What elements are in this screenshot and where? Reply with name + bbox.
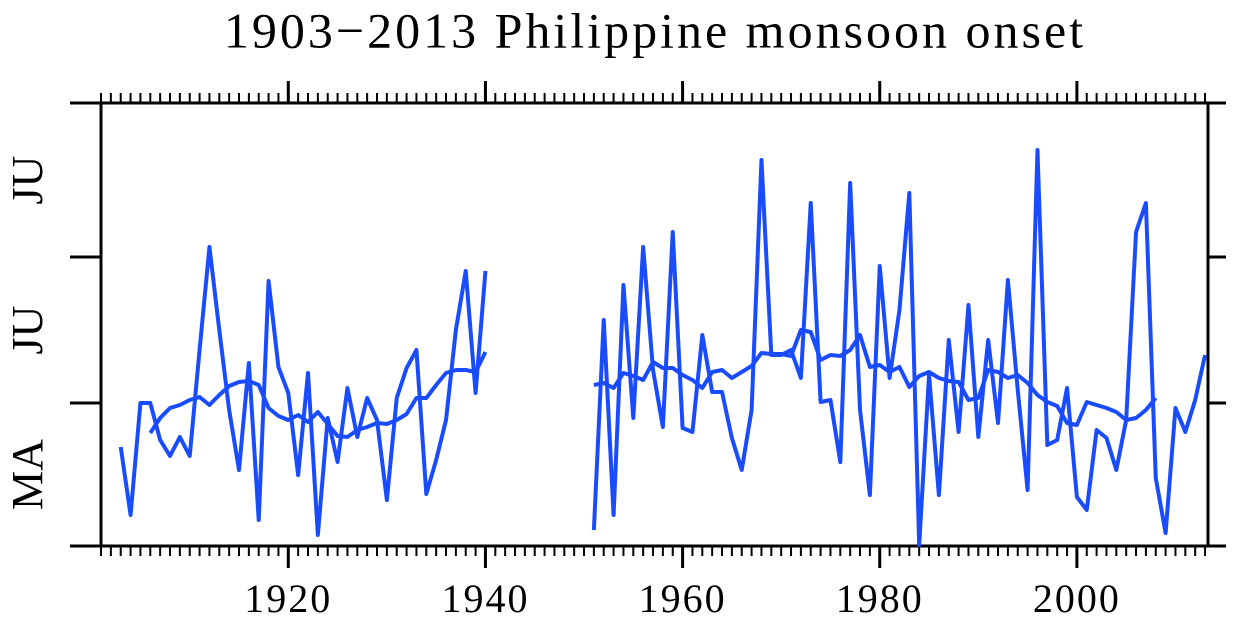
- chart-title: 1903−2013 Philippine monsoon onset: [224, 2, 1086, 58]
- y-band-label: JU: [3, 306, 52, 355]
- x-tick-label: 1940: [441, 576, 529, 621]
- y-band-label: JU: [3, 156, 52, 205]
- series-line: [148, 328, 1158, 439]
- x-tick-label: 1960: [639, 576, 727, 621]
- x-tick-label: 2000: [1033, 576, 1121, 621]
- x-tick-label: 1980: [836, 576, 924, 621]
- x-tick-label: 1920: [244, 576, 332, 621]
- series-line: [118, 148, 1207, 547]
- plot-frame: [99, 101, 1210, 548]
- y-band-label: MA: [3, 439, 52, 510]
